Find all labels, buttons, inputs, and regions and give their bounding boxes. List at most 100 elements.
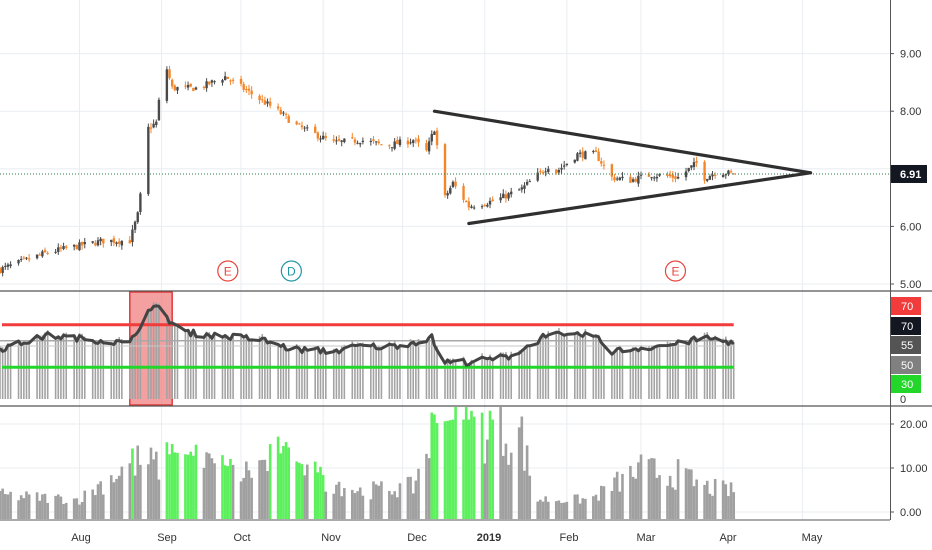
volume-bar	[303, 475, 306, 519]
volume-bar	[687, 469, 690, 519]
volume-bar	[377, 485, 381, 519]
volume-bar	[544, 496, 547, 519]
volume-bar	[1, 488, 4, 519]
candle-body	[653, 177, 656, 179]
candle-body	[239, 78, 243, 84]
volume-bar	[573, 494, 577, 519]
candle-body	[602, 164, 606, 166]
candle-body	[139, 193, 142, 213]
candle-body	[213, 81, 216, 83]
candle-body	[427, 141, 431, 152]
candle-body	[618, 177, 622, 180]
volume-bar	[639, 454, 643, 519]
volume-bar	[690, 469, 693, 519]
volume-bar	[615, 471, 619, 519]
volume-bar	[221, 455, 224, 519]
candle-body	[335, 140, 338, 142]
candle-body	[584, 151, 587, 160]
candle-body	[229, 80, 232, 82]
candle-body	[102, 238, 105, 244]
volume-bar	[547, 501, 550, 519]
candle-body	[268, 101, 272, 106]
candle-body	[430, 133, 433, 142]
dividend-marker-label: D	[287, 265, 296, 279]
last-price-tag-label: 6.91	[900, 169, 921, 181]
candle-body	[462, 185, 465, 200]
volume-bar	[358, 487, 362, 519]
dividend-marker	[280, 260, 302, 282]
rsi-level-tag	[891, 297, 921, 315]
candle-body	[369, 140, 373, 142]
volume-bar	[313, 461, 317, 519]
volume-bar	[112, 482, 116, 519]
volume-bar	[260, 459, 264, 519]
volume-bar	[393, 491, 396, 519]
volume-bar	[131, 448, 134, 519]
volume-bar	[592, 496, 595, 519]
volume-bar	[390, 494, 394, 519]
candle-body	[525, 181, 529, 185]
earnings-marker	[217, 260, 239, 282]
candle-body	[192, 87, 195, 92]
volume-bar	[684, 468, 688, 519]
candle-body	[287, 116, 290, 123]
candle-body	[480, 206, 484, 208]
candle-body	[319, 138, 322, 140]
candle-body	[72, 244, 76, 247]
candle-body	[600, 161, 603, 164]
volume-bar	[287, 447, 291, 519]
volume-bar	[258, 460, 261, 519]
volume-bar	[96, 484, 100, 519]
candle-body	[721, 174, 725, 178]
last-price-tag	[891, 164, 927, 183]
volume-bar	[250, 477, 253, 519]
volume-bar	[64, 502, 68, 519]
candle-body	[690, 165, 693, 168]
time-axis-label: May	[802, 532, 823, 544]
volume-bar	[205, 452, 208, 519]
candle-body	[314, 126, 317, 133]
candle-body	[597, 151, 600, 161]
price-candles	[0, 65, 890, 277]
volume-bar	[56, 494, 60, 519]
candle-body	[168, 69, 171, 79]
candle-body	[377, 141, 380, 144]
candle-body	[337, 138, 341, 141]
candle-body	[324, 136, 328, 138]
candle-body	[610, 164, 614, 177]
volume-bar	[94, 495, 97, 519]
volume-bar	[340, 496, 343, 519]
candle-body	[706, 179, 709, 181]
volume-bar	[231, 464, 235, 519]
candle-body	[504, 194, 508, 199]
volume-bar	[247, 470, 251, 519]
volume-bar	[266, 470, 269, 519]
candle-body	[562, 165, 566, 167]
candle-body	[115, 242, 118, 244]
candle-body	[231, 79, 235, 81]
candle-body	[629, 176, 632, 183]
volume-bar	[584, 498, 587, 519]
volume-bar	[75, 498, 79, 519]
candle-body	[711, 174, 714, 177]
volume-bar	[133, 475, 137, 519]
candle-body	[388, 145, 391, 147]
volume-bar	[414, 480, 418, 519]
candle-body	[247, 88, 251, 91]
volume-bar	[539, 499, 542, 519]
volume-bar	[361, 495, 365, 519]
volume-bar	[528, 475, 532, 519]
volume-bar	[729, 482, 733, 519]
candle-body	[245, 89, 248, 91]
candle-body	[221, 80, 224, 83]
candle-body	[703, 161, 706, 181]
candle-body	[520, 187, 524, 190]
time-axis-label: 2019	[477, 532, 501, 544]
candle-body	[425, 143, 428, 151]
candle-body	[581, 151, 584, 158]
candle-body	[565, 163, 569, 166]
volume-bar	[507, 464, 510, 519]
rsi-level-tag	[891, 375, 921, 393]
volume-bar	[38, 500, 42, 519]
